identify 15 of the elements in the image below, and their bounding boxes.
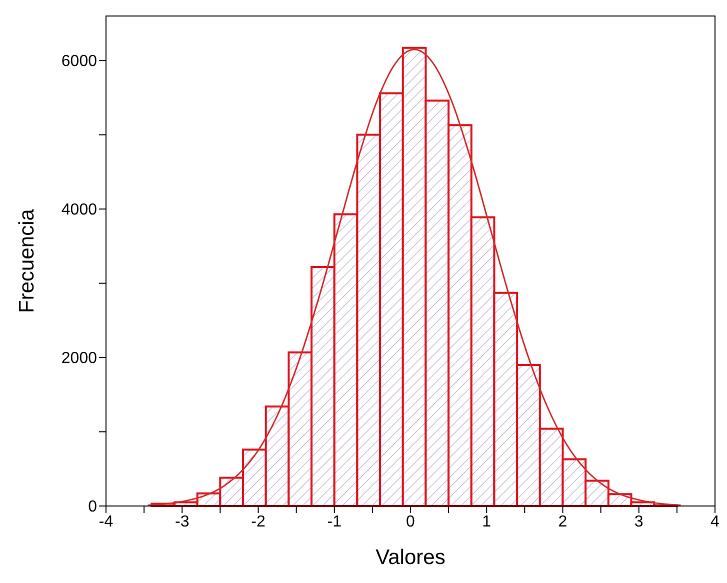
x-tick-label: -1 <box>327 513 342 530</box>
y-tick-label: 2000 <box>61 350 98 368</box>
x-tick-label: 1 <box>482 513 492 530</box>
y-axis-title: Frecuencia <box>15 208 38 313</box>
x-axis-title: Valores <box>376 546 446 569</box>
x-tick-label: 4 <box>710 513 720 530</box>
x-tick-label: -4 <box>98 513 114 530</box>
y-tick-label: 0 <box>88 498 98 516</box>
x-tick-label: -2 <box>251 513 266 530</box>
y-tick-label: 6000 <box>61 53 98 70</box>
x-tick-label: -3 <box>175 513 190 530</box>
x-tick-label: 0 <box>406 513 416 530</box>
x-tick-label: 3 <box>634 513 644 530</box>
x-tick-label: 2 <box>558 513 568 530</box>
y-tick-label: 4000 <box>61 202 98 219</box>
